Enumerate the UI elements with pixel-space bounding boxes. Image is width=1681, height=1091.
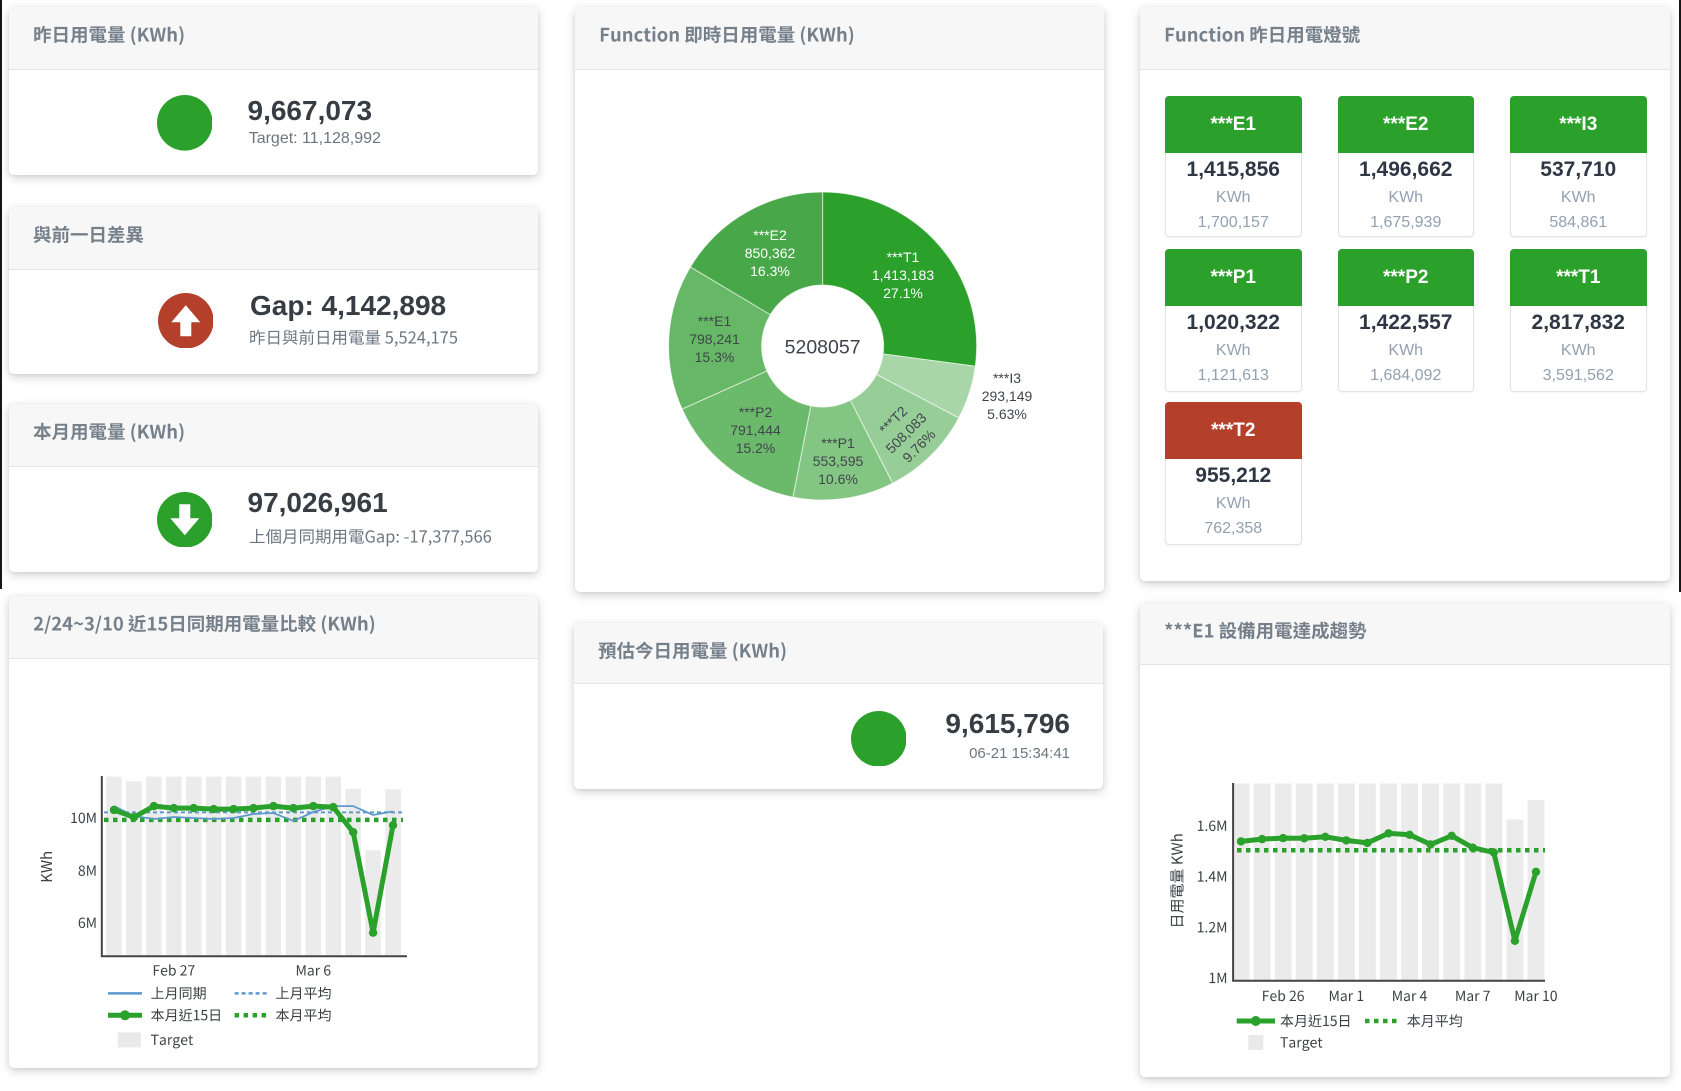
svg-text:27.1%: 27.1%: [883, 285, 923, 301]
svg-text:293,149: 293,149: [982, 388, 1033, 404]
svg-text:***P2: ***P2: [739, 404, 773, 420]
svg-text:553,595: 553,595: [813, 453, 864, 469]
svg-text:***T1: ***T1: [887, 249, 920, 265]
svg-text:791,444: 791,444: [730, 422, 781, 438]
svg-text:16.3%: 16.3%: [750, 263, 790, 279]
svg-text:15.3%: 15.3%: [695, 349, 735, 365]
svg-text:15.2%: 15.2%: [736, 440, 776, 456]
svg-text:5.63%: 5.63%: [987, 406, 1027, 422]
svg-text:798,241: 798,241: [689, 331, 740, 347]
svg-text:***E1: ***E1: [698, 313, 732, 329]
svg-text:850,362: 850,362: [745, 245, 796, 261]
svg-text:1,413,183: 1,413,183: [872, 267, 934, 283]
svg-text:10.6%: 10.6%: [818, 471, 858, 487]
svg-text:5208057: 5208057: [785, 337, 861, 359]
svg-text:***E2: ***E2: [753, 227, 787, 243]
svg-text:***P1: ***P1: [821, 435, 855, 451]
svg-text:***I3: ***I3: [993, 370, 1021, 386]
